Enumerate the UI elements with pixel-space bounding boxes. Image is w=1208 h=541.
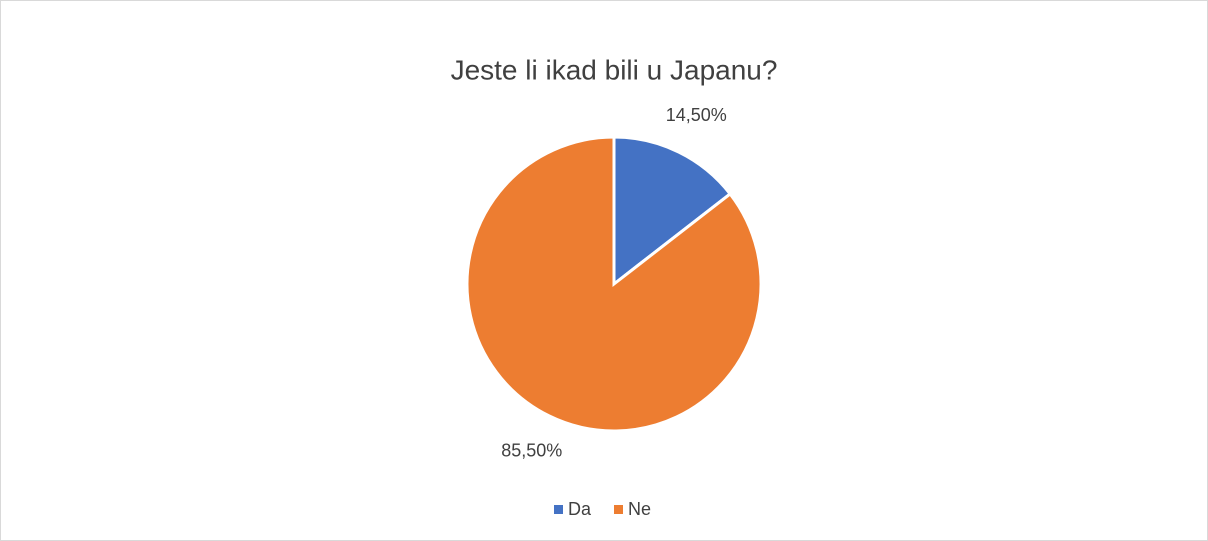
- data-label: 14,50%: [666, 105, 727, 125]
- data-label: 85,50%: [501, 441, 562, 461]
- legend-swatch: [554, 505, 563, 514]
- chart-title: Jeste li ikad bili u Japanu?: [451, 54, 778, 85]
- pie-slice: [465, 135, 763, 433]
- legend-label: Da: [568, 499, 592, 519]
- legend-swatch: [614, 505, 623, 514]
- pie-slice: [612, 135, 733, 288]
- legend-label: Ne: [628, 499, 651, 519]
